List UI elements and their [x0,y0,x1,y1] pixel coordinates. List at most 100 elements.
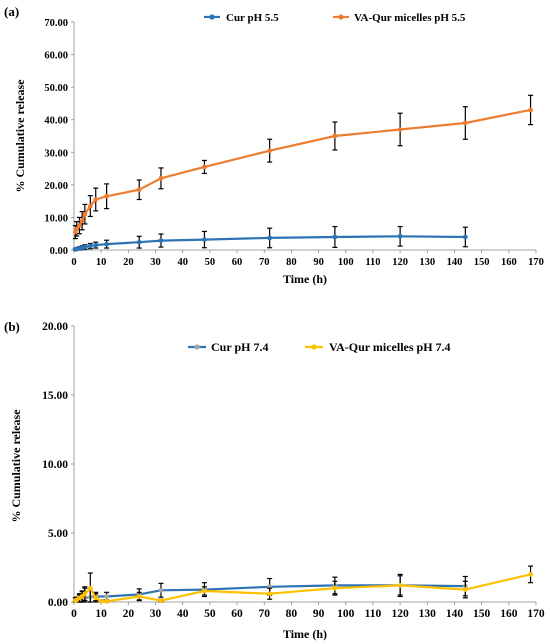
panel-b-x-tick-label: 20 [123,608,135,620]
panel-a-series-2-point [158,175,164,181]
panel-b-series-2-point [397,583,403,588]
panel-b-x-tick-label: 90 [313,608,325,620]
panel-b-series-1-legend-label: Cur pH 7.4 [211,340,268,354]
panel-a-x-tick-label: 110 [365,257,380,268]
panel-a-x-tick-label: 80 [286,257,297,268]
panel-b-x-tick-label: 30 [150,608,162,620]
panel-a-series-1-point [104,241,110,247]
panel-b-series-2-point [93,595,99,601]
panel-a-y-tick-label: 0.00 [50,246,68,257]
panel-a-y-tick-label: 40.00 [44,116,68,127]
panel-b-x-tick-label: 120 [391,608,409,620]
panel-a-series-1-point [93,242,99,248]
panel-b-x-tick-label: 100 [337,608,355,620]
panel-a-y-tick-label: 30.00 [44,148,68,159]
panel-a-series-2-legend-label: VA-Qur micelles pH 5.5 [354,12,466,24]
panel-a-y-tick-label: 70.00 [44,18,68,29]
panel-b-series-2-point [82,591,88,597]
panel-a-x-tick-label: 170 [528,257,544,268]
panel-b-x-axis-title: Time (h) [283,627,327,641]
panel-a-x-tick-label: 40 [177,257,188,268]
panel-a-series-2-line [74,108,531,233]
panel-a-series-1-legend-marker [209,14,215,20]
panel-b-x-tick-label: 40 [177,608,189,620]
panel-b-series-2-point [202,588,207,594]
panel-a-series-1-point [158,238,164,243]
panel-b-x-tick-label: 160 [500,608,518,620]
panel-b-x-tick-label: 150 [473,608,491,620]
panel-b-x-tick-label: 10 [95,608,107,620]
panel-a-y-tick-label: 10.00 [44,213,68,224]
panel-a-x-tick-label: 20 [123,257,134,268]
panel-a-x-tick-label: 0 [71,257,76,268]
panel-a-series-2-point [462,120,468,126]
panel-a-x-tick-label: 160 [501,257,517,268]
panel-b-series-1-point [158,587,164,593]
panel-b-x-tick-label: 170 [527,608,545,620]
panel-b-series-2-point [158,598,164,604]
panel-b-y-tick-label: 0.00 [48,597,68,609]
panel-b-series-2-point [462,587,468,592]
panel-b-series-1-legend-marker [194,344,200,350]
panel-a-series-2-point [79,218,85,224]
panel-a-x-tick-label: 140 [447,257,463,268]
panel-b-x-tick-label: 80 [286,608,298,620]
panel-a-x-tick-label: 10 [96,257,107,268]
panel-b-x-tick-label: 0 [71,608,77,620]
panel-a-series-2-point [74,226,80,232]
panel-a-label: (a) [4,4,19,19]
panel-a-y-tick-label: 20.00 [44,181,68,192]
panel-b-series-2-point [87,585,93,591]
panel-a-series-2-point [93,197,99,202]
panel-b-label: (b) [4,319,20,334]
panel-a-series-1-point [87,243,93,249]
panel-a-y-tick-label: 50.00 [44,83,68,94]
panel-a-x-tick-label: 90 [313,257,324,268]
panel-b-series-2-legend-label: VA-Qur micelles pH 7.4 [329,340,451,354]
panel-b-x-tick-label: 130 [419,608,437,620]
panel-b-series-2-legend-marker [311,344,317,350]
panel-b-x-tick-label: 70 [258,608,270,620]
panel-a-series-2-point [77,223,82,228]
panel-a-series-2-point [202,164,207,170]
panel-a-x-tick-label: 70 [259,257,270,268]
panel-a-series-1-point [332,234,338,240]
panel-a-x-tick-label: 30 [150,257,161,268]
panel-b-chart: (b) 0.00 5.00 10.00 15.00 20.00 0 10 20 30 40 50 60… [4,319,545,641]
panel-b-series-2-point [98,598,104,604]
panel-a-x-tick-label: 130 [419,257,435,268]
panel-a-series-2-point [528,107,533,113]
panel-a-series-2-legend-marker [338,14,344,20]
panel-b-y-tick-label: 20.00 [42,321,68,333]
panel-b-series-2-point [528,572,533,577]
panel-b-y-tick-label: 5.00 [48,528,68,540]
panel-a-series-2-point [104,193,110,199]
panel-b-y-tick-label: 10.00 [42,459,68,471]
panel-a-y-axis-title: % Cumulative release [13,79,27,193]
panel-b-series-2-point [267,591,273,597]
panel-a-series-2-point [267,148,273,154]
panel-a-series-2-point [136,187,142,193]
panel-a-series-1-point [397,233,403,239]
panel-b-y-axis-title: % Cumulative release [9,409,23,523]
panel-a-x-tick-label: 100 [338,257,354,268]
panel-a-series-1-legend-label: Cur pH 5.5 [226,12,279,24]
panel-a-series-2-point [87,203,93,209]
panel-b-x-tick-label: 110 [365,608,382,620]
panel-b-series-2-point [332,585,338,591]
panel-a-series-1-point [267,235,273,241]
panel-a-y-tick-label: 60.00 [44,51,68,62]
panel-b-x-tick-label: 140 [446,608,464,620]
panel-b-series-2-point [104,598,110,604]
panel-b-x-tick-label: 50 [204,608,216,620]
panel-a-chart: (a) 0.00 10.00 20.00 30.00 40.00 50.00 60.00 70… [4,4,544,286]
panel-a-x-tick-label: 150 [474,257,490,268]
panel-a-series-1-point [202,237,207,242]
panel-a-x-tick-label: 120 [392,257,408,268]
panel-a-x-tick-label: 50 [205,257,216,268]
panel-a-x-tick-label: 60 [232,257,243,268]
panel-b-x-tick-label: 60 [231,608,243,620]
panel-a-series-2-point [332,133,338,139]
